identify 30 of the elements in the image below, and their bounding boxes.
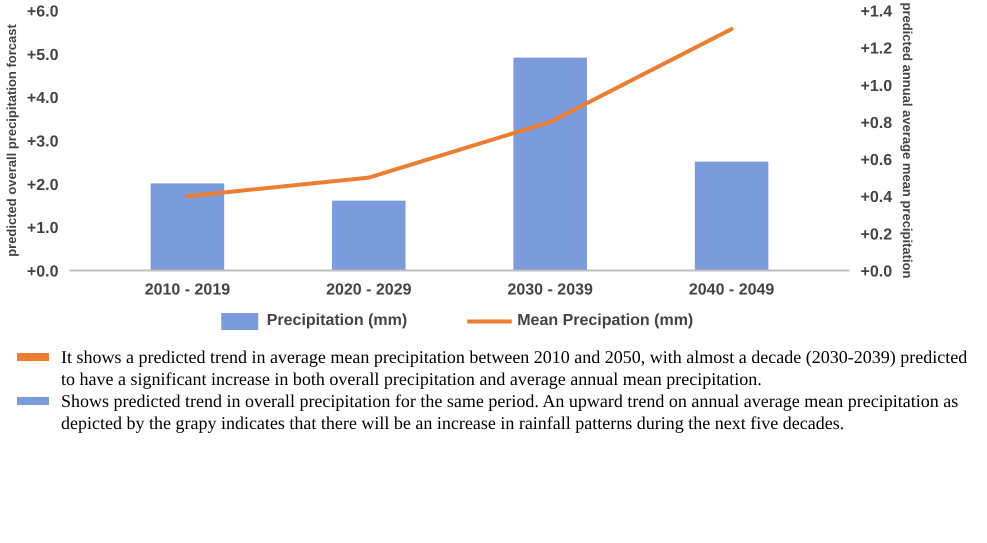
line-series [185,27,734,198]
y-tick-label: +5.0 [26,46,59,64]
y2-tick-label: +1.0 [860,78,892,95]
bar [332,200,406,270]
y-tick-label: +1.0 [26,220,59,238]
y-axis-title: predicted overall precipitation forcast [4,24,19,257]
text: Shows predicted trend in overall precipitation for the same period. An upward trend on annual average mean precipitation as depicted by the grapy indicates that there will be an increase in rainfall patterns during the next five decades. [61,390,960,434]
x-tick-label: 2020 - 2029 [326,282,412,298]
x-tick-label: 2030 - 2039 [507,282,593,298]
text: It shows a predicted trend in average mean precipitation between 2010 and 2050, with almost a decade (2030-2039) predicted to have a significant increase in both overall precipitation and average annual mean precipitation. [61,346,968,390]
y2-tick-label: +0.4 [860,189,892,206]
legend-label: Mean Precipation (mm) [517,312,694,330]
y2-tick-label: +0.2 [860,226,892,244]
y-tick-label: +2.0 [26,176,59,194]
y2-tick-label: +1.4 [860,4,892,20]
y-tick-label: +0.0 [26,264,59,280]
y-tick-label: +6.0 [26,4,59,20]
x-tick-label: 2040 - 2049 [688,282,774,298]
y2-axis-title: predicted annual average mean precipitation [900,2,916,279]
legend-label: Precipitation (mm) [266,312,408,330]
y-tick-label: +3.0 [26,134,59,150]
y2-tick-label: +0.8 [860,114,892,132]
y2-tick-label: +0.0 [860,264,892,280]
y2-tick-label: +0.6 [860,152,892,170]
bar [694,162,768,270]
x-tick-label: 2010 - 2019 [144,282,230,298]
y2-tick-label: +1.2 [860,40,892,58]
y-tick-label: +4.0 [26,90,59,108]
bar [513,58,587,270]
bar [150,183,224,270]
